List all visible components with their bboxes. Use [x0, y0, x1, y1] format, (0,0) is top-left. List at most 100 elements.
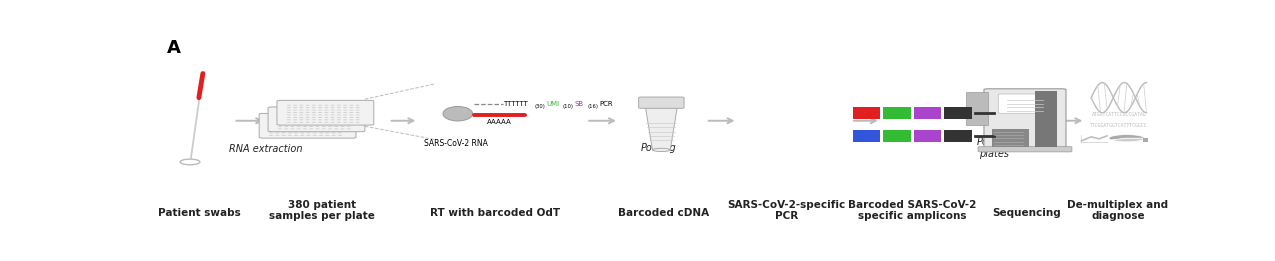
- Circle shape: [300, 112, 303, 113]
- Circle shape: [295, 130, 298, 131]
- Circle shape: [287, 117, 291, 118]
- Circle shape: [340, 123, 344, 124]
- Circle shape: [297, 114, 301, 115]
- Circle shape: [297, 119, 301, 120]
- Circle shape: [311, 122, 316, 123]
- Circle shape: [269, 130, 273, 131]
- Bar: [945, 107, 972, 119]
- Text: Sequencing: Sequencing: [992, 208, 1061, 218]
- Circle shape: [302, 126, 307, 127]
- Circle shape: [334, 123, 338, 124]
- Circle shape: [287, 112, 291, 113]
- Circle shape: [338, 135, 342, 136]
- Circle shape: [338, 125, 342, 126]
- Circle shape: [278, 126, 282, 127]
- Circle shape: [347, 128, 351, 129]
- Circle shape: [340, 121, 344, 122]
- Circle shape: [275, 130, 279, 131]
- Circle shape: [275, 125, 279, 126]
- Circle shape: [300, 132, 305, 133]
- FancyBboxPatch shape: [978, 147, 1072, 152]
- Text: Patient swabs: Patient swabs: [158, 208, 240, 218]
- Circle shape: [275, 120, 279, 121]
- Circle shape: [340, 116, 344, 117]
- Circle shape: [275, 135, 279, 136]
- Circle shape: [343, 107, 347, 108]
- Text: SB: SB: [574, 101, 584, 107]
- Circle shape: [347, 119, 351, 120]
- Circle shape: [321, 123, 326, 124]
- Circle shape: [337, 122, 340, 123]
- Circle shape: [291, 126, 295, 127]
- Bar: [945, 130, 972, 142]
- Wedge shape: [1109, 135, 1145, 140]
- Circle shape: [356, 112, 360, 113]
- Circle shape: [278, 114, 282, 115]
- Circle shape: [312, 118, 317, 119]
- Circle shape: [317, 112, 323, 113]
- FancyBboxPatch shape: [259, 114, 356, 138]
- Circle shape: [293, 119, 297, 120]
- Circle shape: [319, 132, 324, 133]
- Circle shape: [300, 135, 305, 136]
- Circle shape: [337, 105, 340, 106]
- Circle shape: [332, 118, 335, 119]
- Circle shape: [343, 122, 347, 123]
- Circle shape: [347, 114, 351, 115]
- Text: AAAAA: AAAAA: [487, 119, 513, 125]
- Circle shape: [302, 111, 307, 112]
- Circle shape: [302, 128, 307, 129]
- Circle shape: [302, 119, 307, 120]
- Circle shape: [328, 119, 333, 120]
- Circle shape: [269, 135, 273, 136]
- Circle shape: [284, 128, 288, 129]
- FancyBboxPatch shape: [984, 89, 1066, 149]
- Circle shape: [321, 116, 326, 117]
- Text: 380 patient
samples per plate: 380 patient samples per plate: [269, 200, 375, 221]
- Circle shape: [293, 107, 297, 108]
- Circle shape: [324, 119, 329, 120]
- Bar: [914, 130, 941, 142]
- Circle shape: [306, 120, 311, 121]
- Circle shape: [282, 118, 286, 119]
- Circle shape: [282, 132, 286, 133]
- Circle shape: [302, 116, 307, 117]
- Circle shape: [269, 118, 273, 119]
- Circle shape: [309, 116, 314, 117]
- Circle shape: [337, 119, 340, 120]
- Text: (16): (16): [588, 104, 598, 109]
- Circle shape: [311, 107, 316, 108]
- Circle shape: [297, 123, 301, 124]
- Circle shape: [311, 112, 316, 113]
- Circle shape: [330, 119, 335, 120]
- Circle shape: [284, 114, 288, 115]
- Circle shape: [282, 130, 286, 131]
- Bar: [853, 107, 880, 119]
- Circle shape: [347, 116, 351, 117]
- Circle shape: [300, 130, 305, 131]
- Circle shape: [282, 135, 286, 136]
- Text: (10): (10): [562, 104, 574, 109]
- Circle shape: [349, 117, 353, 118]
- Circle shape: [284, 116, 288, 117]
- Circle shape: [309, 119, 314, 120]
- Circle shape: [300, 117, 303, 118]
- Circle shape: [338, 118, 342, 119]
- Wedge shape: [1112, 138, 1145, 142]
- Circle shape: [293, 112, 297, 113]
- Circle shape: [330, 117, 335, 118]
- Circle shape: [356, 117, 360, 118]
- Circle shape: [312, 132, 317, 133]
- Circle shape: [319, 120, 324, 121]
- Circle shape: [324, 107, 329, 108]
- Circle shape: [334, 114, 338, 115]
- Circle shape: [343, 117, 347, 118]
- Circle shape: [315, 126, 320, 127]
- Circle shape: [306, 105, 310, 106]
- Circle shape: [312, 120, 317, 121]
- Circle shape: [278, 116, 282, 117]
- Circle shape: [291, 114, 295, 115]
- Circle shape: [293, 122, 297, 123]
- Circle shape: [315, 119, 320, 120]
- Circle shape: [306, 132, 311, 133]
